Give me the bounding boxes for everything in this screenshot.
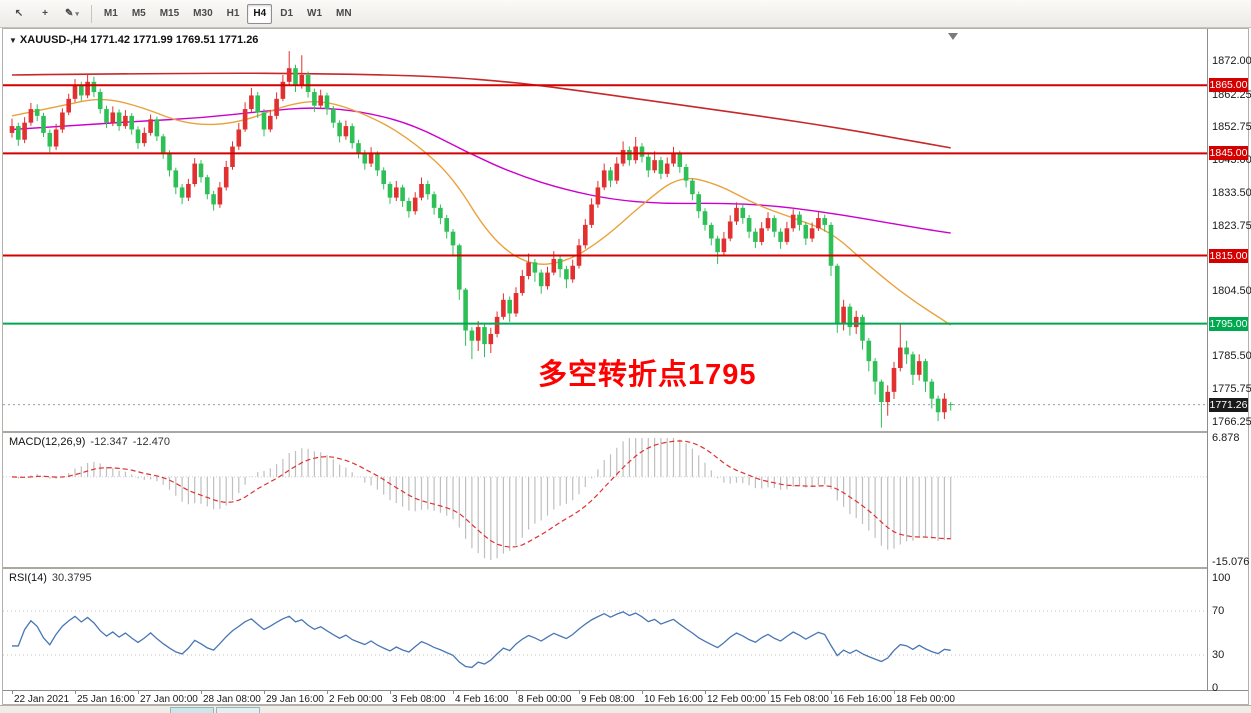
- chart-tab-strip: [0, 705, 1251, 713]
- ma-slow-line: [11, 72, 951, 149]
- chart-title-row: ▼ XAUUSD-,H4 1771.42 1771.99 1769.51 1771…: [9, 34, 258, 46]
- panel-divider[interactable]: [3, 567, 1248, 569]
- level-price-badge: 1815.00: [1209, 248, 1248, 263]
- rsi-plot[interactable]: [3, 569, 1207, 690]
- time-tick: [516, 691, 517, 694]
- time-tick: [768, 691, 769, 694]
- timeframe-button-m1[interactable]: M1: [98, 4, 124, 24]
- time-label: 2 Feb 00:00: [329, 694, 383, 705]
- price-tick-label: 1833.50: [1212, 186, 1251, 199]
- time-label: 15 Feb 08:00: [770, 694, 829, 705]
- time-tick: [138, 691, 139, 694]
- price-tick-label: 1852.75: [1212, 120, 1251, 133]
- chart-annotation-text: 多空转折点1795: [538, 359, 757, 391]
- price-tick-label: 1775.75: [1212, 383, 1251, 396]
- time-label: 29 Jan 16:00: [266, 694, 324, 705]
- draw-tool-button[interactable]: ✎ ▾: [59, 4, 85, 24]
- price-plot[interactable]: [3, 29, 1207, 431]
- rsi-scale-label: 100: [1212, 572, 1231, 584]
- chart-tab[interactable]: [170, 707, 214, 713]
- time-tick: [390, 691, 391, 694]
- drawing-tool-group: ↖ + ✎ ▾: [6, 3, 86, 24]
- time-tick: [642, 691, 643, 694]
- macd-scale-label: -15.076: [1212, 556, 1250, 568]
- timeframe-button-h4[interactable]: H4: [247, 3, 273, 24]
- macd-plot[interactable]: [3, 433, 1207, 567]
- ma-medium-line: [11, 107, 951, 234]
- crosshair-tool-button[interactable]: +: [33, 4, 57, 24]
- rsi-scale-label: 0: [1212, 682, 1219, 694]
- ma-fast-line: [11, 98, 952, 326]
- time-tick: [12, 691, 13, 694]
- timeframe-button-m15[interactable]: M15: [154, 4, 185, 24]
- chart-title: XAUUSD-,H4 1771.42 1771.99 1769.51 1771.…: [19, 34, 259, 46]
- time-label: 12 Feb 00:00: [707, 694, 766, 705]
- macd-value-main: -12.347: [90, 436, 128, 448]
- price-tick-label: 1766.25: [1212, 415, 1251, 428]
- macd-name: MACD(12,26,9): [9, 436, 86, 448]
- current-price-badge: 1771.26: [1209, 397, 1248, 412]
- macd-value-signal: -12.470: [132, 436, 171, 448]
- time-tick: [894, 691, 895, 694]
- timeframe-button-mn[interactable]: MN: [330, 4, 358, 24]
- price-tick-label: 1823.75: [1212, 219, 1251, 232]
- time-tick: [201, 691, 202, 694]
- time-tick: [579, 691, 580, 694]
- toolbar: ↖ + ✎ ▾ M1 M5 M15 M30 H1 H4 D1 W1 MN: [0, 0, 1251, 28]
- timeframe-button-w1[interactable]: W1: [301, 4, 328, 24]
- rsi-line: [12, 611, 951, 669]
- chart-tab[interactable]: [216, 707, 260, 713]
- time-tick: [75, 691, 76, 694]
- time-label: 18 Feb 00:00: [896, 694, 955, 705]
- symbol-dropdown-icon[interactable]: ▼: [9, 36, 17, 45]
- time-label: 4 Feb 16:00: [455, 694, 509, 705]
- chart-shift-marker-icon: [948, 33, 958, 40]
- level-price-badge: 1795.00: [1209, 316, 1248, 331]
- time-label: 16 Feb 16:00: [833, 694, 892, 705]
- macd-indicator-label: MACD(12,26,9) -12.347 -12.470: [9, 436, 170, 448]
- time-tick: [264, 691, 265, 694]
- time-label: 3 Feb 08:00: [392, 694, 446, 705]
- rsi-scale-label: 70: [1212, 605, 1225, 617]
- rsi-value: 30.3795: [51, 572, 92, 584]
- price-tick-label: 1785.50: [1212, 350, 1251, 363]
- time-label: 22 Jan 2021: [14, 694, 70, 705]
- rsi-indicator-label: RSI(14) 30.3795: [9, 572, 92, 584]
- panel-divider[interactable]: [3, 431, 1248, 433]
- time-tick: [705, 691, 706, 694]
- timeframe-button-h1[interactable]: H1: [221, 4, 246, 24]
- rsi-scale-label: 30: [1212, 649, 1225, 661]
- time-axis[interactable]: 22 Jan 2021 25 Jan 16:00 27 Jan 00:00 28 Ja…: [3, 690, 1248, 705]
- chart-window: ▼ XAUUSD-,H4 1771.42 1771.99 1769.51 1771…: [2, 28, 1251, 705]
- time-tick: [453, 691, 454, 694]
- timeframe-group: M1 M5 M15 M30 H1 H4 D1 W1 MN: [97, 3, 359, 24]
- time-label: 10 Feb 16:00: [644, 694, 703, 705]
- macd-signal-line: [11, 440, 951, 548]
- time-tick: [831, 691, 832, 694]
- toolbar-separator: [90, 4, 92, 23]
- macd-scale-label: 6.878: [1212, 432, 1240, 444]
- time-label: 9 Feb 08:00: [581, 694, 635, 705]
- level-price-badge: 1845.00: [1209, 146, 1248, 161]
- timeframe-button-d1[interactable]: D1: [274, 4, 299, 24]
- dropdown-caret-icon: ▾: [75, 10, 79, 18]
- rsi-name: RSI(14): [9, 572, 47, 584]
- timeframe-button-m30[interactable]: M30: [187, 4, 218, 24]
- pointer-tool-button[interactable]: ↖: [7, 4, 31, 24]
- price-tick-label: 1804.50: [1212, 285, 1251, 298]
- price-tick-label: 1872.00: [1212, 55, 1251, 68]
- time-tick: [327, 691, 328, 694]
- time-label: 27 Jan 00:00: [140, 694, 198, 705]
- time-label: 8 Feb 00:00: [518, 694, 572, 705]
- level-price-badge: 1865.00: [1209, 78, 1248, 93]
- timeframe-button-m5[interactable]: M5: [126, 4, 152, 24]
- price-scale[interactable]: 1872.001862.251852.751843.001833.501823.…: [1207, 29, 1251, 694]
- time-label: 28 Jan 08:00: [203, 694, 261, 705]
- time-label: 25 Jan 16:00: [77, 694, 135, 705]
